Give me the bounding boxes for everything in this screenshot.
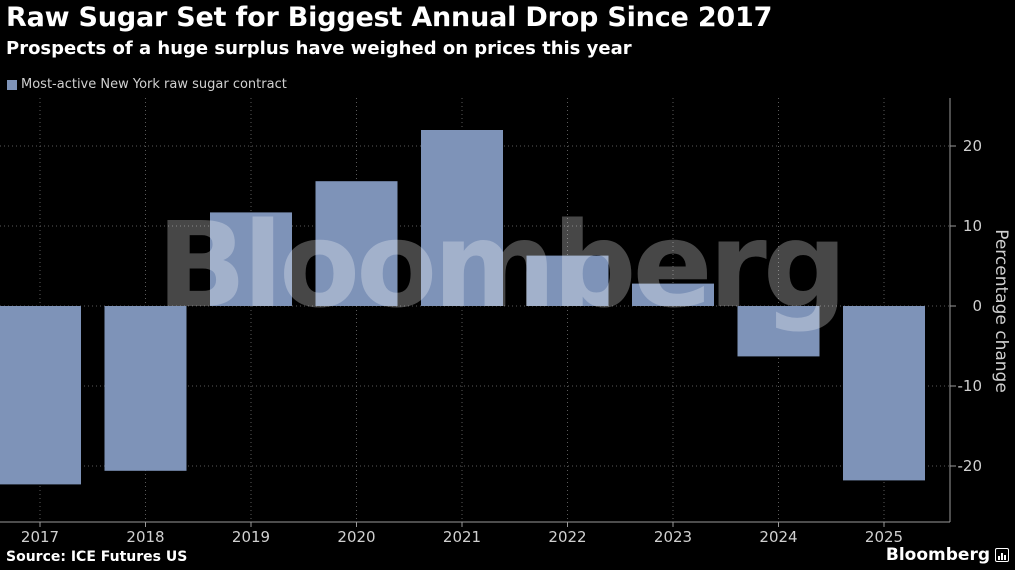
y-tick-label: 0	[972, 297, 982, 315]
bar-2017	[0, 306, 81, 485]
brand-logo: Bloomberg	[886, 545, 1009, 565]
x-tick-label: 2023	[654, 528, 692, 546]
bar-2020	[315, 181, 398, 306]
x-tick-label: 2017	[21, 528, 59, 546]
x-tick-label: 2020	[337, 528, 375, 546]
legend: Most-active New York raw sugar contract	[7, 77, 287, 92]
brand-name: Bloomberg	[885, 545, 990, 565]
y-axis-title: Percentage change	[991, 229, 1011, 393]
bar-2018	[104, 306, 187, 471]
x-tick-label: 2024	[759, 528, 797, 546]
terminal-icon	[995, 548, 1009, 562]
watermark: Bloomberg	[157, 196, 844, 334]
bar-2025	[843, 306, 925, 481]
chart-subtitle: Prospects of a huge surplus have weighed…	[6, 38, 632, 59]
bar-2019	[210, 212, 292, 306]
x-tick-label: 2018	[126, 528, 164, 546]
chart-title: Raw Sugar Set for Biggest Annual Drop Si…	[6, 2, 773, 33]
x-tick-label: 2025	[865, 528, 903, 546]
y-tick-label: 20	[963, 137, 982, 155]
y-tick-label: -10	[958, 377, 983, 395]
legend-swatch	[7, 79, 17, 90]
x-tick-label: 2021	[443, 528, 481, 546]
y-tick-label: -20	[958, 457, 983, 475]
y-tick-label: 10	[963, 217, 982, 235]
legend-label: Most-active New York raw sugar contract	[21, 77, 287, 92]
bar-2023	[632, 283, 714, 306]
bar-2024	[737, 306, 820, 357]
bar-2022	[526, 255, 609, 306]
source-note: Source: ICE Futures US	[6, 549, 188, 565]
x-tick-label: 2019	[232, 528, 270, 546]
bar-2021	[421, 130, 503, 306]
x-tick-label: 2022	[548, 528, 586, 546]
